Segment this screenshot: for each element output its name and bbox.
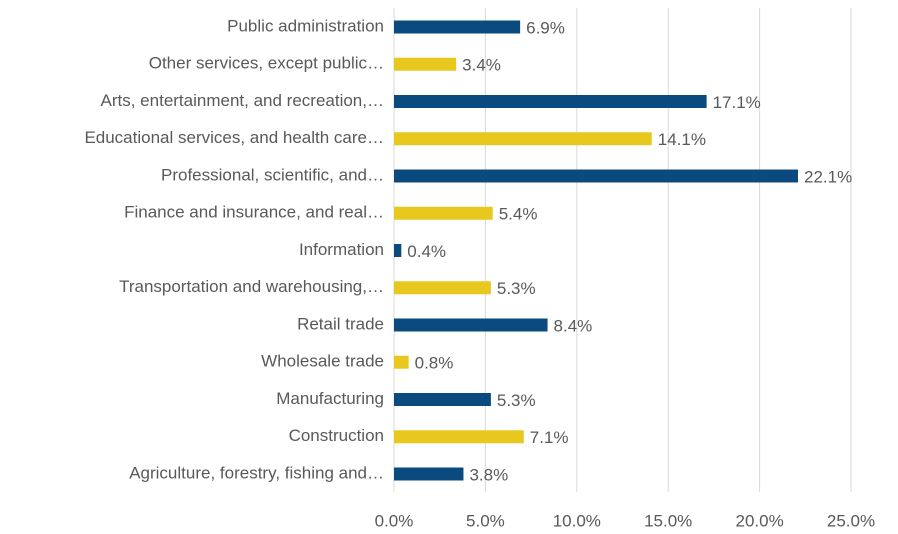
x-tick-label: 10.0% [553, 511, 601, 530]
x-tick-label: 15.0% [644, 511, 692, 530]
x-tick-label: 20.0% [735, 511, 783, 530]
y-tick-label: Arts, entertainment, and recreation,… [101, 91, 384, 110]
bar [394, 206, 493, 220]
value-label: 5.3% [497, 279, 536, 298]
y-tick-label: Professional, scientific, and… [161, 165, 384, 184]
bar [394, 244, 402, 257]
x-tick-label: 5.0% [466, 511, 505, 530]
y-tick-label: Information [299, 240, 384, 259]
value-label: 3.4% [462, 56, 501, 75]
bar [394, 467, 464, 481]
y-tick-label: Transportation and warehousing,… [119, 277, 384, 296]
y-tick-label: Finance and insurance, and real… [124, 203, 384, 222]
y-tick-label: Wholesale trade [261, 352, 384, 371]
bar [394, 95, 707, 108]
value-label: 3.8% [469, 465, 508, 484]
bar [394, 355, 409, 369]
value-label: 22.1% [804, 167, 852, 186]
x-tick-label: 0.0% [375, 511, 414, 530]
y-tick-label: Agriculture, forestry, fishing and… [129, 463, 384, 482]
value-label: 17.1% [713, 93, 761, 112]
y-tick-label: Retail trade [297, 314, 384, 333]
bar [394, 57, 457, 71]
bar [394, 132, 652, 146]
value-label: 14.1% [658, 130, 706, 149]
y-tick-label: Other services, except public… [149, 54, 384, 73]
value-label: 5.3% [497, 391, 536, 410]
bar [394, 318, 548, 332]
y-tick-label: Manufacturing [276, 389, 384, 408]
value-label: 6.9% [526, 18, 565, 37]
x-tick-label: 25.0% [827, 511, 875, 530]
value-label: 5.4% [499, 205, 538, 224]
value-label: 0.4% [407, 242, 446, 261]
y-tick-label: Construction [289, 426, 384, 445]
bar [394, 169, 798, 183]
y-tick-label: Educational services, and health care… [84, 128, 384, 147]
bar [394, 20, 521, 34]
bar [394, 430, 524, 444]
value-label: 8.4% [554, 316, 593, 335]
bar [394, 393, 491, 406]
value-label: 7.1% [530, 428, 569, 447]
value-label: 0.8% [415, 354, 454, 373]
y-tick-label: Public administration [227, 16, 384, 35]
bar [394, 281, 491, 295]
